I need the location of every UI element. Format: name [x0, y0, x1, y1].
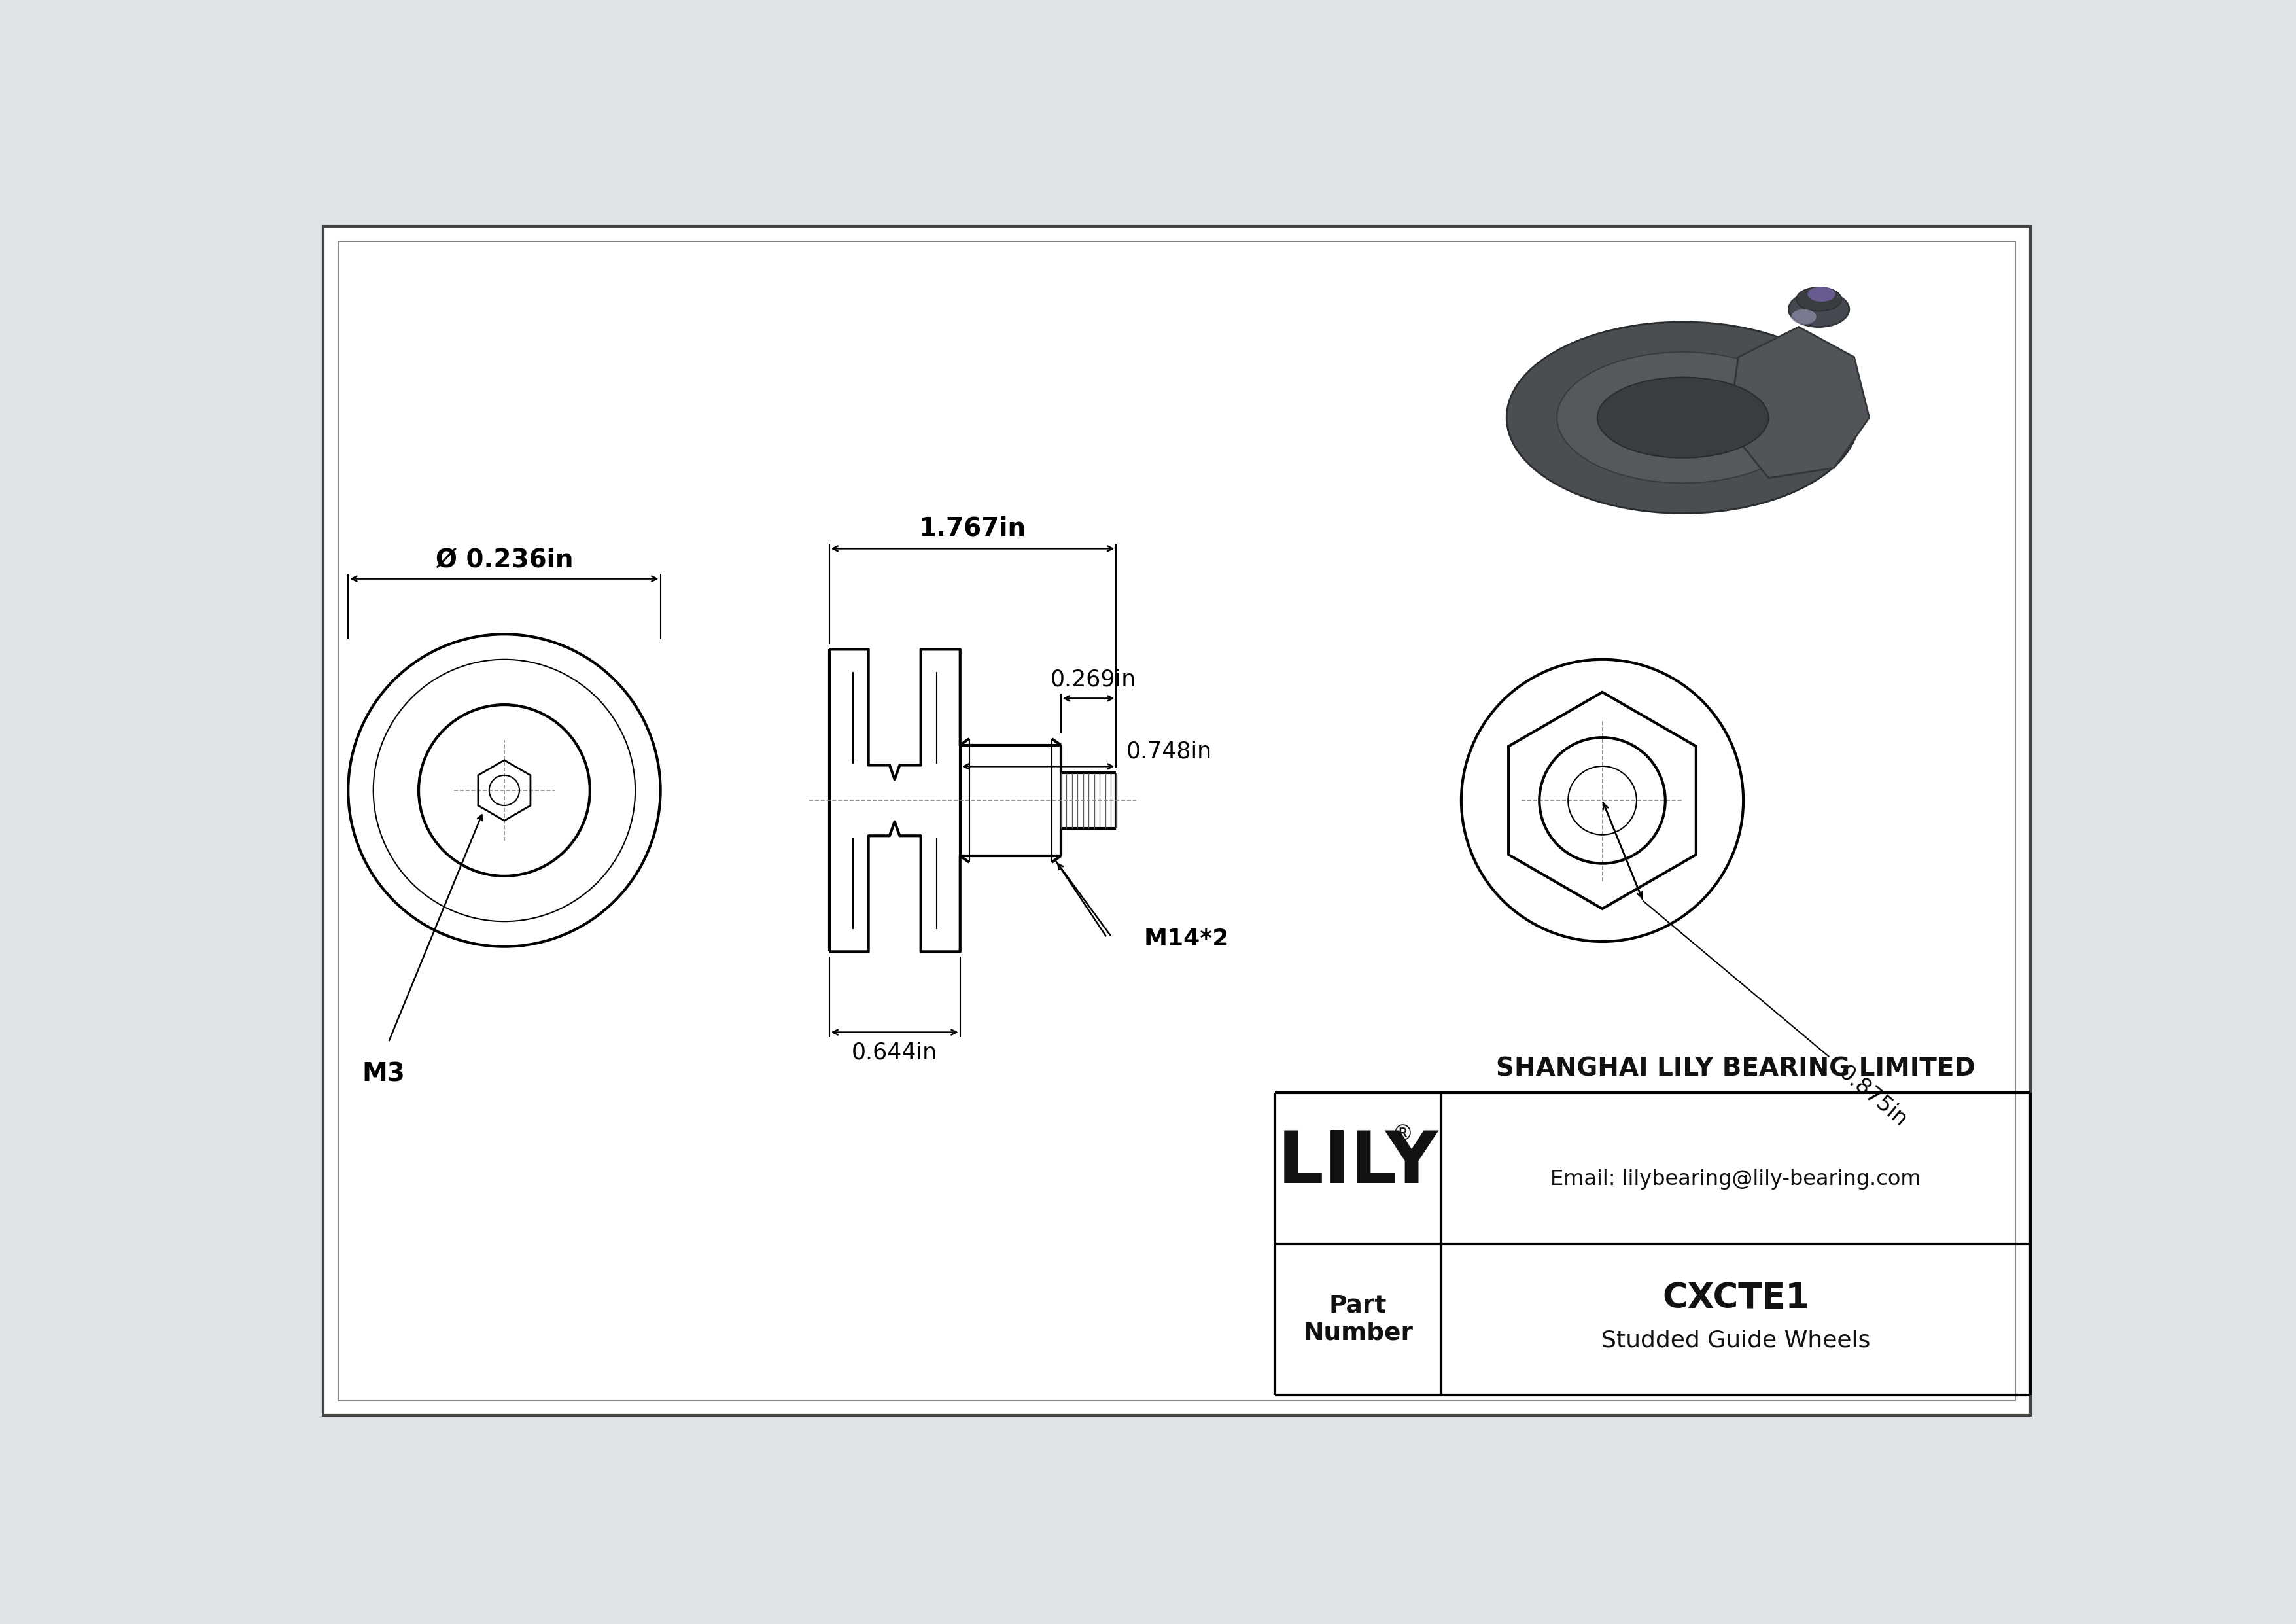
Ellipse shape: [1807, 286, 1835, 302]
Polygon shape: [1729, 326, 1869, 477]
Text: LILY: LILY: [1277, 1129, 1440, 1199]
Ellipse shape: [1557, 352, 1809, 482]
Text: 0.875in: 0.875in: [1835, 1062, 1913, 1132]
Text: M14*2: M14*2: [1143, 927, 1228, 950]
Text: Ø 0.236in: Ø 0.236in: [436, 547, 574, 572]
Ellipse shape: [1795, 287, 1841, 312]
Ellipse shape: [1506, 322, 1860, 513]
Text: CXCTE1: CXCTE1: [1662, 1281, 1809, 1315]
Text: 1.767in: 1.767in: [918, 516, 1026, 541]
Text: 0.644in: 0.644in: [852, 1041, 937, 1064]
Text: 0.748in: 0.748in: [1127, 741, 1212, 762]
Ellipse shape: [1791, 309, 1816, 325]
Ellipse shape: [1598, 377, 1768, 458]
Text: 0.269in: 0.269in: [1052, 667, 1137, 690]
Text: Part
Number: Part Number: [1304, 1294, 1412, 1345]
Text: Email: lilybearing@lily-bearing.com: Email: lilybearing@lily-bearing.com: [1550, 1169, 1922, 1189]
FancyBboxPatch shape: [324, 226, 2030, 1415]
Ellipse shape: [1789, 292, 1848, 326]
Text: SHANGHAI LILY BEARING LIMITED: SHANGHAI LILY BEARING LIMITED: [1497, 1056, 1975, 1082]
Text: Studded Guide Wheels: Studded Guide Wheels: [1600, 1330, 1871, 1351]
Text: ®: ®: [1391, 1124, 1414, 1145]
Text: M3: M3: [363, 1062, 404, 1086]
